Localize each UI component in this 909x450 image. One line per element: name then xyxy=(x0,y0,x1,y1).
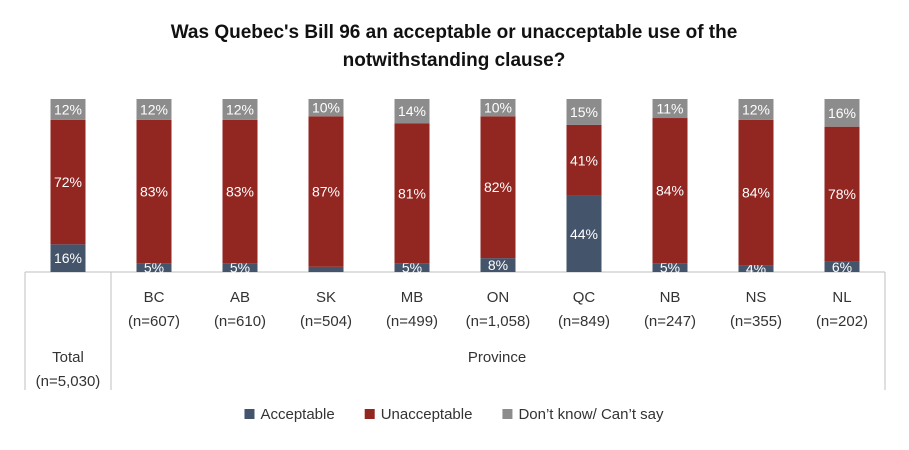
bar-segment-unacceptable-7 xyxy=(652,118,688,264)
bar-segment-unacceptable-3 xyxy=(308,116,344,267)
bar-segment-don-t-know-can-t-say-1 xyxy=(136,99,172,120)
bar-segment-acceptable-1 xyxy=(136,263,172,272)
bar-segment-acceptable-3 xyxy=(308,266,344,272)
category-label-6-1: (n=849) xyxy=(558,313,610,330)
category-label-5-0: ON xyxy=(487,289,510,306)
category-label-9-1: (n=202) xyxy=(816,313,868,330)
bar-segment-don-t-know-can-t-say-6 xyxy=(566,99,602,125)
chart-title-line-1: Was Quebec's Bill 96 an acceptable or un… xyxy=(171,22,738,43)
category-label-4-1: (n=499) xyxy=(386,313,438,330)
data-label-1-1: 83% xyxy=(140,184,168,200)
category-label-8-0: NS xyxy=(746,289,767,306)
bar-segment-don-t-know-can-t-say-7 xyxy=(652,99,688,119)
data-label-1-7: 84% xyxy=(656,183,684,199)
bar-segment-don-t-know-can-t-say-8 xyxy=(738,99,774,120)
bar-segment-don-t-know-can-t-say-3 xyxy=(308,99,344,117)
category-label-2-1: (n=610) xyxy=(214,313,266,330)
category-label-9-0: NL xyxy=(832,289,851,306)
category-label-7-0: NB xyxy=(660,289,681,306)
bar-segment-don-t-know-can-t-say-5 xyxy=(480,99,516,117)
category-label-0-1: (n=5,030) xyxy=(36,373,101,390)
category-label-7-1: (n=247) xyxy=(644,313,696,330)
data-label-1-3: 87% xyxy=(312,184,340,200)
category-label-3-0: SK xyxy=(316,289,336,306)
bar-segment-unacceptable-5 xyxy=(480,116,516,259)
chart-title: Was Quebec's Bill 96 an acceptable or un… xyxy=(171,22,738,71)
data-label-2-8: 12% xyxy=(742,101,770,117)
data-label-0-6: 44% xyxy=(570,226,598,242)
category-label-1-0: BC xyxy=(144,289,165,306)
legend: Acceptable Unacceptable Don’t know/ Can’t … xyxy=(244,406,664,423)
bar-segment-don-t-know-can-t-say-9 xyxy=(824,99,860,127)
data-label-0-0: 16% xyxy=(54,250,82,266)
bar-segment-unacceptable-0 xyxy=(50,119,86,245)
chart-title-line-2: notwithstanding clause? xyxy=(343,50,566,71)
bar-segment-acceptable-6 xyxy=(566,195,602,272)
bar-segment-acceptable-8 xyxy=(738,265,774,272)
category-label-2-0: AB xyxy=(230,289,250,306)
legend-swatch-0 xyxy=(244,409,255,419)
data-label-0-9: 6% xyxy=(832,259,852,275)
bar-segment-don-t-know-can-t-say-4 xyxy=(394,99,430,124)
data-label-0-1: 5% xyxy=(144,260,164,276)
data-label-0-2: 5% xyxy=(230,260,250,276)
data-label-1-5: 82% xyxy=(484,179,512,195)
bar-segment-acceptable-7 xyxy=(652,263,688,272)
category-label-4-0: MB xyxy=(401,289,424,306)
data-label-2-9: 16% xyxy=(828,105,856,121)
bar-segment-acceptable-4 xyxy=(394,263,430,272)
bar-segment-acceptable-5 xyxy=(480,258,516,272)
bar-segment-don-t-know-can-t-say-0 xyxy=(50,99,86,120)
legend-label-0: Acceptable xyxy=(260,406,334,423)
data-label-0-5: 8% xyxy=(488,257,508,273)
bar-segment-acceptable-9 xyxy=(824,261,860,272)
legend-label-1: Unacceptable xyxy=(381,406,473,423)
data-label-1-9: 78% xyxy=(828,186,856,202)
data-label-2-6: 15% xyxy=(570,104,598,120)
legend-swatch-2 xyxy=(502,409,513,419)
data-label-2-7: 11% xyxy=(657,101,684,117)
bar-segment-unacceptable-1 xyxy=(136,119,172,264)
data-label-0-7: 5% xyxy=(660,260,680,276)
group-label-province: Province xyxy=(468,349,526,366)
bar-segment-acceptable-2 xyxy=(222,263,258,272)
data-label-2-2: 12% xyxy=(226,101,254,117)
category-label-0-0: Total xyxy=(52,349,84,366)
bar-segment-unacceptable-2 xyxy=(222,119,258,264)
data-label-2-4: 14% xyxy=(398,103,426,119)
data-label-2-0: 12% xyxy=(54,101,82,117)
data-label-1-6: 41% xyxy=(570,152,598,168)
bar-segment-unacceptable-4 xyxy=(394,123,430,264)
category-label-8-1: (n=355) xyxy=(730,313,782,330)
data-label-2-1: 12% xyxy=(140,101,168,117)
data-label-1-2: 83% xyxy=(226,184,254,200)
category-label-3-1: (n=504) xyxy=(300,313,352,330)
bar-segment-unacceptable-6 xyxy=(566,124,602,196)
data-label-1-4: 81% xyxy=(398,185,426,201)
category-label-1-1: (n=607) xyxy=(128,313,180,330)
data-label-2-3: 10% xyxy=(312,100,340,116)
category-label-6-0: QC xyxy=(573,289,596,306)
bar-segment-acceptable-0 xyxy=(50,244,86,272)
category-labels: Province Total (n=5,030) BC (n=607) AB (n=610… xyxy=(36,289,868,390)
bar-segment-unacceptable-8 xyxy=(738,119,774,266)
category-label-5-1: (n=1,058) xyxy=(466,313,531,330)
bar-segment-unacceptable-9 xyxy=(824,126,860,262)
bars: 16% 72% 12% 5% 83% 12% 5% 83% 12% 87% 10% 5% 81% 14% 8… xyxy=(50,99,860,277)
data-label-1-8: 84% xyxy=(742,184,770,200)
legend-label-2: Don’t know/ Can’t say xyxy=(518,406,664,423)
bar-segment-don-t-know-can-t-say-2 xyxy=(222,99,258,120)
legend-swatch-1 xyxy=(364,409,375,419)
data-label-2-5: 10% xyxy=(484,100,512,116)
data-label-0-4: 5% xyxy=(402,260,422,276)
data-label-1-0: 72% xyxy=(54,174,82,190)
